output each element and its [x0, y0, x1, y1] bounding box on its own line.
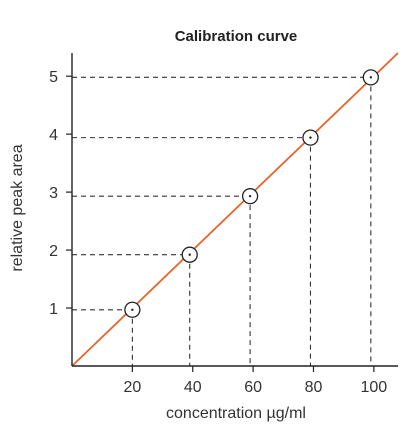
- data-point-center: [248, 194, 252, 198]
- axes: [71, 53, 398, 367]
- y-tick-label: 2: [49, 243, 58, 260]
- y-tick-label: 5: [49, 69, 58, 86]
- data-points: [124, 69, 379, 318]
- data-point-center: [369, 76, 373, 79]
- data-point-center: [188, 253, 191, 256]
- x-axis-label: concentration µg/ml: [166, 405, 306, 422]
- y-tick-label: 1: [49, 301, 58, 318]
- data-point-center: [309, 136, 312, 139]
- fit-line: [71, 52, 399, 367]
- x-tick-label: 80: [305, 379, 323, 396]
- x-ticks: 20 40 60 80 100: [123, 366, 387, 396]
- x-tick-label: 100: [361, 379, 388, 396]
- y-tick-label: 4: [49, 127, 58, 144]
- fit-line-group: [71, 52, 399, 367]
- x-tick-label: 20: [123, 379, 141, 396]
- y-tick-label: 3: [49, 185, 58, 202]
- y-ticks: 1 2 3 4 5: [49, 69, 72, 318]
- data-point-center: [131, 308, 134, 311]
- chart-title: Calibration curve: [175, 28, 298, 45]
- y-axis-label: relative peak area: [9, 144, 26, 271]
- x-tick-label: 40: [184, 379, 202, 396]
- guide-lines: [72, 76, 372, 366]
- x-tick-label: 60: [244, 379, 262, 396]
